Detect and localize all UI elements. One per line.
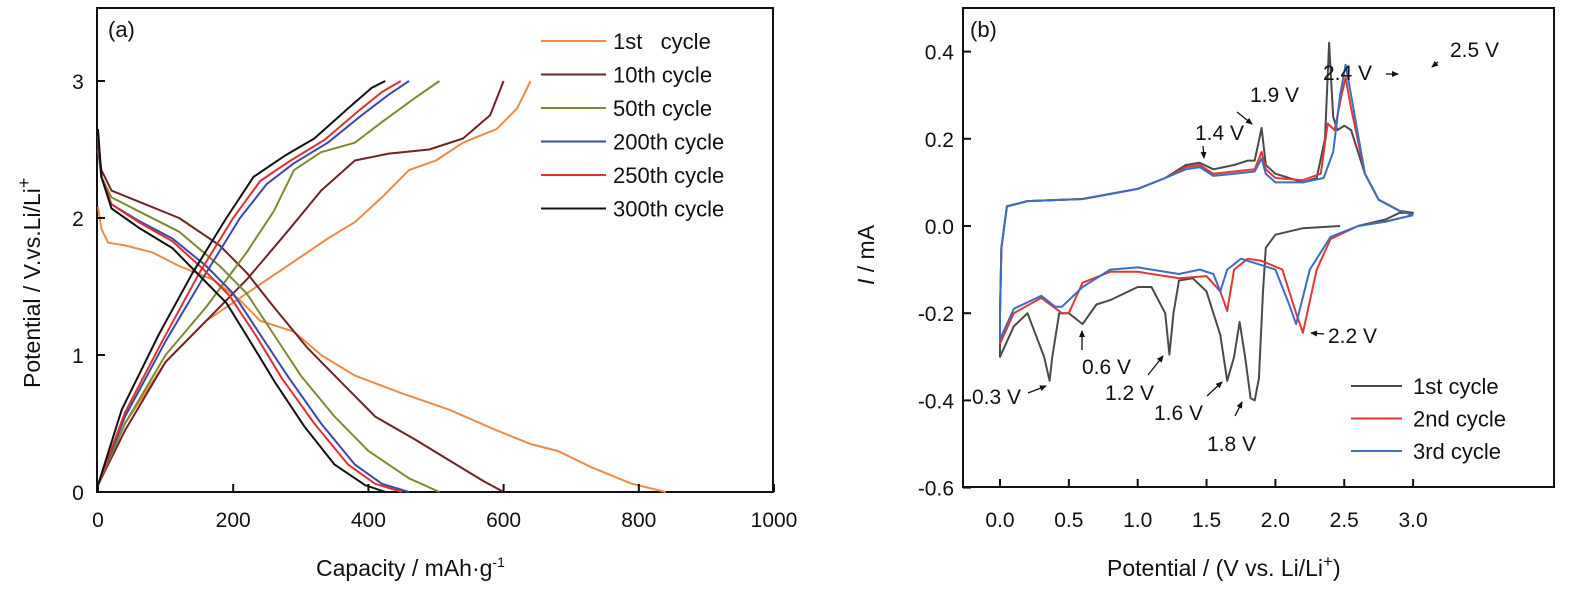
legend-label-2nd-cycle: 2nd cycle	[1413, 407, 1506, 432]
x-tick-label: 0.0	[985, 509, 1014, 532]
y-tick-label: 0.0	[925, 216, 954, 239]
y-tick-label: -0.2	[918, 303, 954, 326]
series-10th-cycle-charge-line	[97, 80, 505, 486]
series-10th-cycle-discharge-line	[97, 142, 505, 493]
x-tick-label: 2.0	[1261, 509, 1290, 532]
x-tick-label: 0	[92, 509, 104, 532]
y-tick-label: 0.4	[925, 42, 955, 65]
panel-a-ticks: 0 200 400 600 800 1000 0 1 2 3	[72, 71, 797, 532]
x-tick-label: 200	[216, 509, 251, 532]
panel-a-y-axis-title-sup: +	[14, 178, 34, 189]
panel-a-x-axis-title-sup: -1	[492, 554, 505, 570]
annotation-label: 0.3 V	[972, 386, 1021, 409]
x-tick-label: 1.5	[1192, 509, 1221, 532]
panel-b-series-group	[999, 41, 1415, 402]
panel-a-series-group	[97, 80, 667, 493]
y-tick-label: 3	[72, 71, 84, 94]
series-300th-cycle-charge-line	[97, 80, 386, 486]
annotation-label: 1.8 V	[1207, 433, 1256, 456]
legend-label-250th-cycle: 250th cycle	[613, 163, 724, 188]
panel-a-x-axis-title-text: Capacity / mAh·g	[316, 555, 492, 581]
panel-b-y-axis-title: I / mA	[853, 224, 879, 285]
series-250th-cycle-charge-line	[97, 80, 402, 486]
series-300th-cycle-discharge-line	[97, 128, 386, 493]
series-200th-cycle-discharge-line	[97, 142, 410, 493]
annotation-arrow	[1236, 111, 1253, 125]
x-tick-label: 1000	[751, 509, 798, 532]
panel-b-legend: 1st cycle 2nd cycle 3rd cycle	[1351, 374, 1506, 464]
x-tick-label: 2.5	[1330, 509, 1359, 532]
annotation-label: 1.2 V	[1105, 382, 1154, 405]
x-tick-label: 600	[486, 509, 521, 532]
annotation-label: 2.2 V	[1328, 325, 1377, 348]
legend-label-50th-cycle: 50th cycle	[613, 96, 712, 121]
x-tick-label: 800	[621, 509, 656, 532]
annotation-arrow	[1234, 401, 1243, 417]
panel-a-frame	[96, 7, 774, 493]
annotation-label: 0.6 V	[1082, 356, 1131, 379]
y-tick-label: 0	[72, 482, 84, 505]
annotation-arrow	[1200, 145, 1207, 159]
panel-b-y-axis-title-symbol: I	[853, 278, 879, 285]
annotation-label: 2.5 V	[1450, 39, 1499, 62]
panel-b-label: (b)	[970, 17, 997, 42]
annotation-arrow	[1206, 381, 1223, 397]
annotation-arrow	[1431, 60, 1439, 68]
annotation-label: 1.9 V	[1250, 84, 1299, 107]
legend-label-10th-cycle: 10th cycle	[613, 63, 712, 88]
panel-a-legend: 1st cycle 10th cycle 50th cycle 200th cycle…	[541, 29, 724, 222]
panel-a-label: (a)	[108, 17, 135, 42]
x-tick-label: 3.0	[1398, 509, 1427, 532]
panel-b-x-axis-title-end: )	[1333, 555, 1341, 581]
x-tick-label: 0.5	[1054, 509, 1083, 532]
series-1st-cycle-discharge-line	[97, 206, 667, 493]
series-50th-cycle-discharge-line	[97, 149, 440, 493]
legend-label-3rd-cycle: 3rd cycle	[1413, 439, 1501, 464]
annotation-label: 1.4 V	[1195, 122, 1244, 145]
y-tick-label: 0.2	[925, 129, 954, 152]
annotation-arrow	[1147, 355, 1164, 376]
annotation-label: 1.6 V	[1154, 402, 1203, 425]
annotation-arrow	[1310, 330, 1325, 337]
series-250th-cycle-discharge-line	[97, 135, 403, 493]
series-3rd-cycle-line	[999, 63, 1414, 341]
series-50th-cycle-charge-line	[97, 80, 440, 486]
y-tick-label: 2	[72, 208, 84, 231]
panel-b-cyclic-voltammetry: 0.0 0.5 1.0 1.5 2.0 2.5 3.0 0.4 0.2 0.0 -0.2 -0.4 -0…	[853, 7, 1555, 581]
annotation-label: 2.4 V	[1323, 62, 1372, 85]
panel-a-y-axis-title-text: Potential / V.vs.Li/Li	[19, 188, 45, 388]
series-200th-cycle-charge-line	[97, 80, 410, 486]
legend-label-1st-cycle: 1st cycle	[613, 29, 711, 54]
panel-b-x-axis-title-sup: +	[1323, 552, 1333, 571]
panel-b-y-axis-title-text: / mA	[853, 224, 879, 278]
panel-b-x-axis-title: Potential / (V vs. Li/Li+)	[1107, 552, 1341, 581]
y-tick-label: -0.6	[918, 478, 954, 501]
x-tick-label: 400	[351, 509, 386, 532]
panel-a-x-axis-title: Capacity / mAh·g-1	[316, 554, 505, 581]
legend-label-1st-cycle: 1st cycle	[1413, 374, 1499, 399]
annotation-arrow	[1027, 385, 1047, 394]
panel-a-y-axis-title: Potential / V.vs.Li/Li+	[14, 178, 45, 388]
panel-b-ticks: 0.0 0.5 1.0 1.5 2.0 2.5 3.0 0.4 0.2 0.0 -0.2 -0.4 -0…	[918, 42, 1428, 532]
y-tick-label: 1	[72, 345, 84, 368]
legend-label-200th-cycle: 200th cycle	[613, 130, 724, 155]
panel-b-frame	[962, 7, 1555, 488]
series-2nd-cycle-line	[999, 76, 1414, 345]
y-tick-label: -0.4	[918, 390, 955, 413]
legend-label-300th-cycle: 300th cycle	[613, 197, 724, 222]
panel-b-x-axis-title-text: Potential / (V vs. Li/Li	[1107, 555, 1323, 581]
panel-a-charge-discharge: 0 200 400 600 800 1000 0 1 2 3 (a) 1st cycle 10th …	[14, 7, 797, 581]
panel-b-annotations: 1.4 V 1.9 V 2.4 V 2.5 V 0.3 V 0.6 V 1.2 V1.6 V…	[972, 39, 1499, 456]
x-tick-label: 1.0	[1123, 509, 1152, 532]
